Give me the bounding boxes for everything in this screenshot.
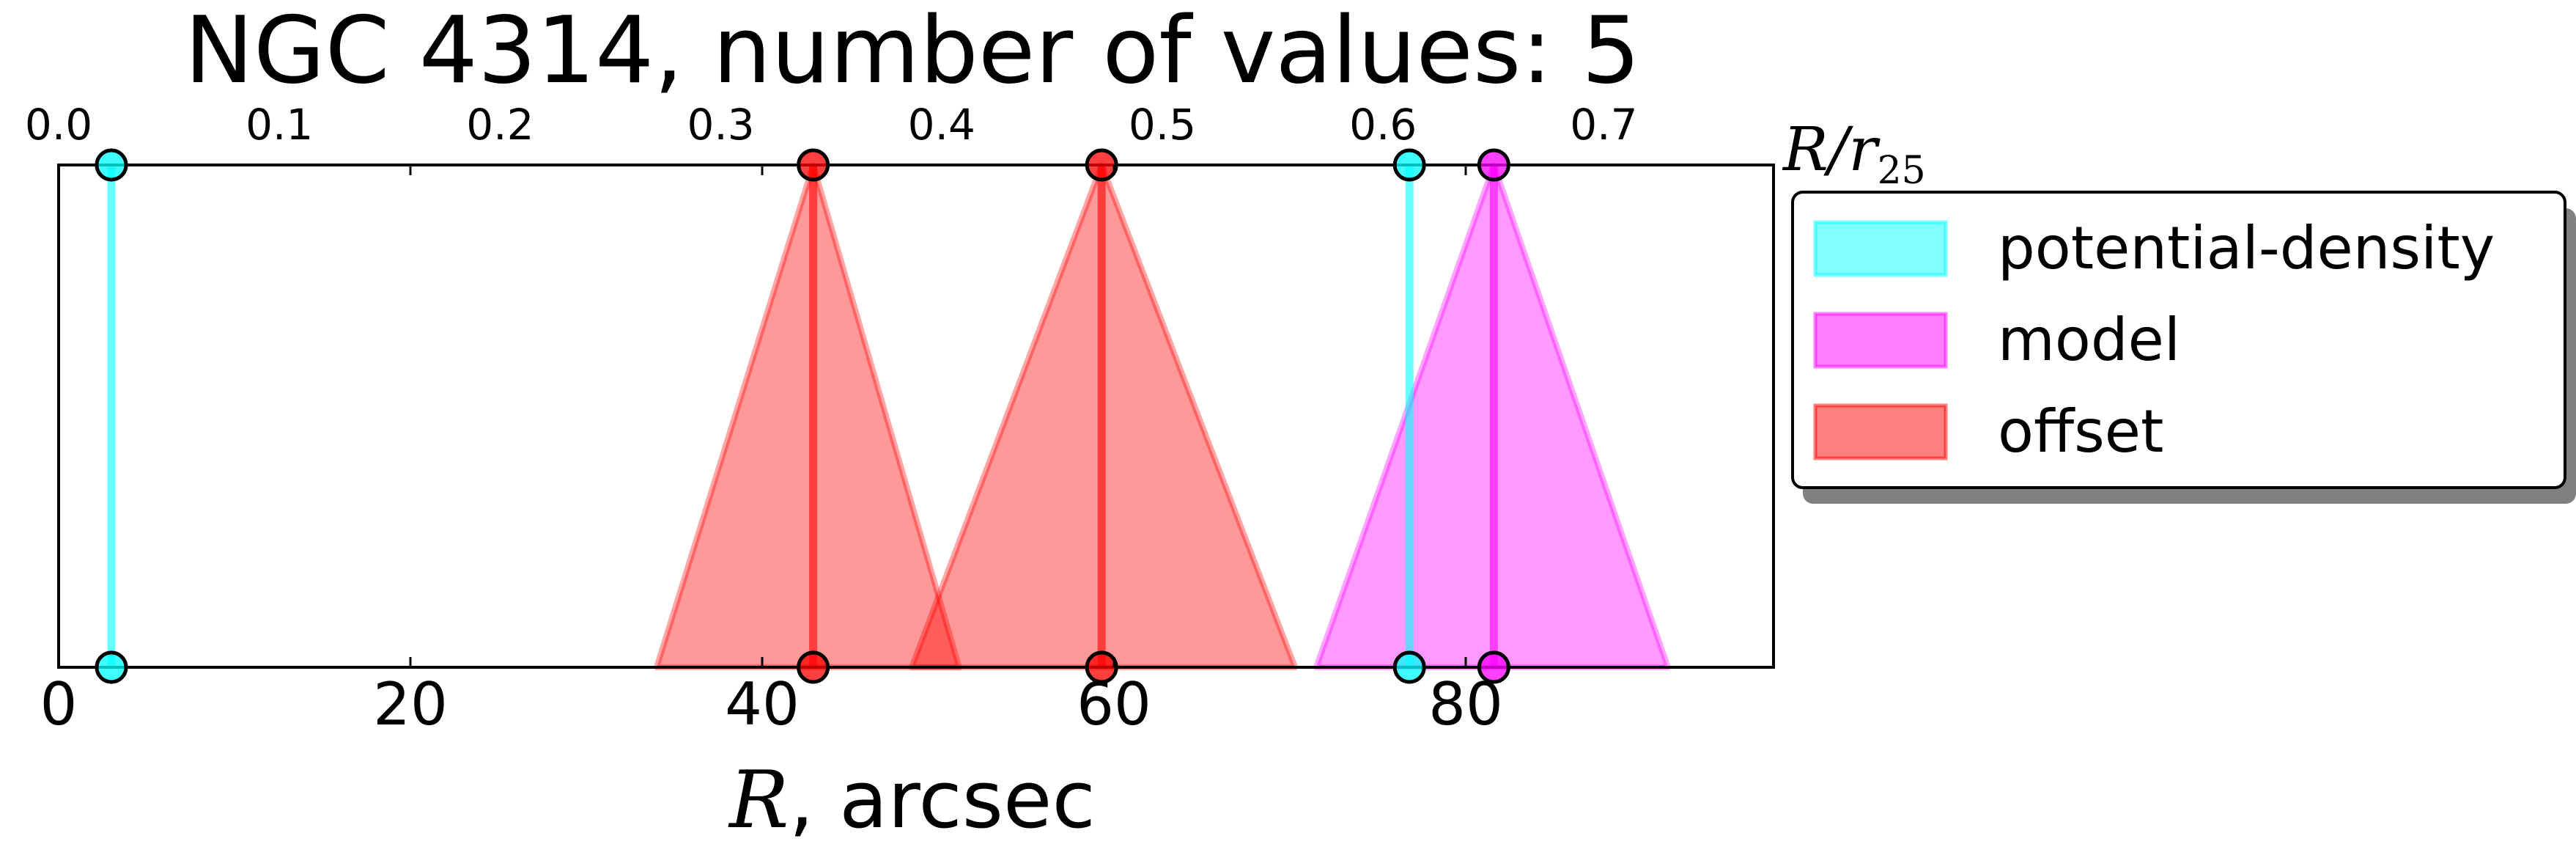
top-tick-label-0.1: 0.1 bbox=[246, 100, 313, 150]
top-tick-label-0.0: 0.0 bbox=[25, 100, 92, 150]
plot-area bbox=[57, 148, 1775, 684]
plot-background bbox=[59, 165, 1774, 667]
x-axis-label-unit: , arcsec bbox=[789, 755, 1095, 846]
legend: potential-density model offset bbox=[1791, 191, 2576, 504]
top-axis-label-main: R/r bbox=[1782, 115, 1881, 185]
x-tick-label-40: 40 bbox=[725, 670, 800, 738]
value-marker-potential-density-1-top bbox=[1392, 148, 1426, 182]
value-marker-offset-0-bottom bbox=[797, 650, 830, 684]
value-marker-model-0-top bbox=[1477, 148, 1510, 182]
legend-swatch-offset bbox=[1813, 403, 1948, 460]
value-markers bbox=[95, 148, 1510, 684]
legend-label-offset: offset bbox=[1998, 397, 2163, 466]
top-tick-label-0.7: 0.7 bbox=[1570, 100, 1637, 150]
x-tick-label-60: 60 bbox=[1077, 670, 1151, 738]
value-marker-potential-density-1-bottom bbox=[1392, 650, 1426, 684]
top-axis-label: R/r25 bbox=[1782, 115, 1926, 193]
value-marker-offset-1-top bbox=[1085, 148, 1118, 182]
top-axis-ticks: 0.0 0.1 0.2 0.3 0.4 0.5 0.6 0.7 bbox=[25, 100, 1638, 150]
top-tick-label-0.5: 0.5 bbox=[1129, 100, 1196, 150]
top-tick-label-0.4: 0.4 bbox=[908, 100, 975, 150]
value-marker-offset-1-bottom bbox=[1085, 650, 1118, 684]
top-axis-label-sub: 25 bbox=[1878, 149, 1926, 193]
top-tick-label-0.3: 0.3 bbox=[687, 100, 754, 150]
x-axis-label-var: R bbox=[728, 755, 789, 846]
value-marker-offset-0-top bbox=[797, 148, 830, 182]
plot-frame bbox=[57, 164, 1775, 669]
bottom-axis-ticks: 0 20 40 60 80 bbox=[40, 165, 1503, 738]
chart-title: NGC 4314, number of values: 5 bbox=[185, 0, 1640, 104]
legend-label-potential-density: potential-density bbox=[1998, 214, 2495, 282]
x-axis-label: R, arcsec bbox=[728, 755, 1096, 846]
x-tick-label-0: 0 bbox=[40, 670, 78, 738]
value-marker-potential-density-0-bottom bbox=[95, 650, 128, 684]
value-marker-model-0-bottom bbox=[1477, 650, 1510, 684]
legend-swatch-potential-density bbox=[1813, 220, 1948, 277]
legend-label-model: model bbox=[1998, 306, 2180, 374]
x-tick-label-20: 20 bbox=[373, 670, 448, 738]
top-tick-label-0.6: 0.6 bbox=[1349, 100, 1417, 150]
value-lines bbox=[107, 165, 1498, 667]
value-marker-potential-density-0-top bbox=[95, 148, 128, 182]
x-tick-label-80: 80 bbox=[1428, 670, 1503, 738]
top-tick-label-0.2: 0.2 bbox=[466, 100, 534, 150]
legend-swatch-model bbox=[1813, 312, 1948, 369]
legend-items: potential-density model offset bbox=[1813, 214, 2495, 466]
legend-box bbox=[1791, 191, 2566, 489]
